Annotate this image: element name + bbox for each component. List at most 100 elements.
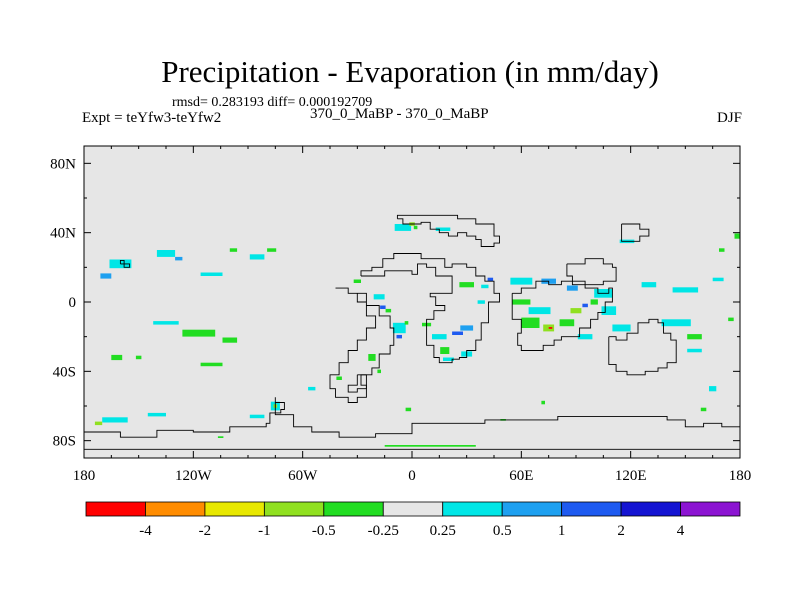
anomaly-cell (156, 250, 176, 257)
anomaly-cell (392, 322, 406, 334)
anomaly-cell (182, 329, 216, 337)
anomaly-cell (521, 317, 540, 328)
anomaly-cell (719, 248, 725, 252)
anomaly-cell (384, 445, 476, 447)
anomaly-cell (612, 324, 631, 332)
colorbar-swatch (442, 501, 503, 517)
y-tick-label: 40N (50, 226, 76, 242)
anomaly-cell (435, 227, 451, 231)
colorbar-swatch (501, 501, 563, 517)
y-tick-label: 80N (50, 156, 76, 172)
anomaly-cell (687, 334, 702, 340)
anomaly-cell (559, 319, 575, 327)
anomaly-cell (353, 279, 361, 283)
anomaly-cell (249, 254, 265, 260)
anomaly-cell (570, 308, 582, 314)
anomaly-cell (100, 273, 112, 279)
colorbar-swatch (680, 501, 741, 517)
anomaly-cell (672, 287, 699, 293)
anomaly-cell (477, 300, 485, 304)
anomaly-cell (577, 334, 593, 340)
colorbar-label: 1 (558, 523, 566, 539)
coastlines (84, 214, 741, 450)
anomaly-cell (460, 325, 474, 331)
x-tick-label: 60W (288, 468, 318, 484)
anomaly-cell (709, 386, 717, 392)
colorbar-swatch (145, 501, 206, 517)
anomaly-cell (267, 248, 277, 252)
colorbar-swatch (323, 501, 384, 517)
anomaly-cell (229, 248, 238, 252)
coastline (396, 214, 500, 247)
period-label: 370_0_MaBP - 370_0_MaBP (310, 106, 489, 122)
anomaly-cell (512, 299, 531, 305)
map-background (84, 146, 740, 458)
colorbar-swatch (561, 501, 622, 517)
anomaly-cell (734, 233, 740, 239)
anomaly-cell (385, 308, 392, 313)
anomaly-cell (712, 277, 724, 282)
anomaly-cell (541, 400, 545, 405)
anomaly-cell (728, 317, 734, 322)
anomaly-cell (459, 282, 474, 288)
anomaly-cell (111, 354, 123, 361)
anomaly-cell (404, 321, 409, 325)
anomaly-cell (440, 347, 450, 354)
anomaly-cell (200, 362, 223, 367)
coastline (608, 318, 677, 376)
anomaly-cell (147, 412, 166, 417)
anomaly-cell (590, 299, 598, 305)
colorbar-swatch (620, 501, 681, 517)
anomaly-cell (249, 414, 265, 419)
coastline (329, 287, 395, 403)
coastline (119, 259, 131, 268)
colorbar-swatch (85, 501, 146, 517)
colorbar-label: -0.5 (312, 523, 336, 539)
anomaly-cell (217, 436, 224, 438)
anomaly-cell (481, 284, 489, 289)
anomaly-cell (336, 376, 342, 380)
anomaly-cell (200, 272, 223, 276)
anomaly-cell (175, 256, 183, 261)
anomaly-cell (368, 354, 376, 361)
anomaly-cell (222, 337, 238, 343)
anomaly-cell (377, 369, 381, 374)
coastline (621, 223, 650, 242)
colorbar-label: 2 (617, 523, 625, 539)
anomaly-cell (582, 303, 588, 308)
anomaly-cell (548, 327, 553, 329)
x-tick-label: 120W (175, 468, 213, 484)
coastline (566, 258, 617, 286)
coastline (360, 253, 500, 364)
anomaly-cell (373, 294, 385, 300)
y-tick-label: 40S (53, 364, 76, 380)
chart-title: Precipitation - Evaporation (in mm/day) (161, 54, 659, 89)
y-tick-label: 0 (69, 295, 77, 311)
anomaly-cell (102, 417, 128, 423)
colorbar: -4 -2 -1 -0.5 -0.25 0.25 0.5 1 2 4 (85, 501, 741, 539)
colorbar-label: -1 (258, 523, 271, 539)
anomaly-cell (380, 305, 386, 309)
map-axes: 180 120W 60W 0 60E 120E 180 80N 40N 0 40S 80S (50, 145, 751, 484)
coastline (347, 374, 367, 393)
anomaly-cell (443, 357, 454, 361)
anomaly-cell (413, 225, 418, 230)
anomaly-cell (394, 224, 412, 231)
anomaly-cell (405, 407, 412, 412)
x-tick-label: 120E (615, 468, 647, 484)
colorbar-label: -4 (139, 523, 152, 539)
x-tick-label: 0 (408, 468, 416, 484)
anomaly-cell (510, 277, 533, 285)
anomaly-cell (135, 355, 142, 360)
anomaly-cell (432, 334, 447, 340)
anomaly-cell (153, 321, 179, 325)
x-tick-label: 180 (73, 468, 96, 484)
y-tick-label: 80S (53, 434, 76, 450)
colorbar-label: 0.5 (493, 523, 512, 539)
anomaly-cell (528, 307, 551, 315)
season-label: DJF (716, 110, 742, 126)
anomaly-cell (543, 324, 555, 332)
anomaly-cell (94, 421, 103, 426)
anomaly-cell (661, 319, 691, 327)
anomaly-cell (308, 386, 316, 391)
